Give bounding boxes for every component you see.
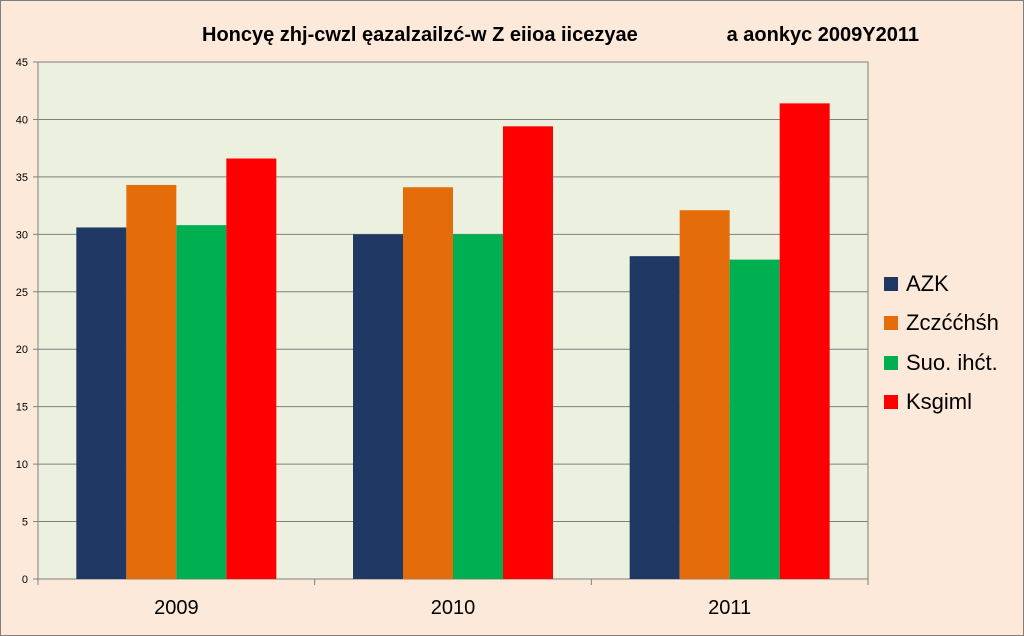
bar-2011-3 (729, 259, 780, 579)
y-tick-label: 20 (16, 344, 28, 356)
y-tick-label: 45 (16, 57, 28, 69)
bar-2010-4 (503, 126, 553, 580)
y-tick-label: 30 (16, 229, 28, 241)
chart-title: Honcyę zhj-cwzl ęazalzailzć-w Z eiioa ii… (202, 24, 920, 46)
bar-2009-3 (176, 225, 227, 580)
legend-item-4: Ksgiml (884, 383, 999, 423)
legend-swatch (884, 316, 898, 331)
bar-2011-2 (679, 210, 730, 579)
y-tick-label: 10 (16, 459, 28, 471)
legend-label: Ksgiml (906, 389, 973, 415)
y-tick-label: 15 (16, 402, 28, 414)
y-tick-label: 40 (16, 114, 28, 126)
legend-item-3: Suo. ihćt. (884, 343, 999, 383)
x-tick-label: 2010 (431, 597, 476, 619)
legend-swatch (884, 355, 898, 370)
bar-2010-1 (353, 234, 403, 580)
legend-swatch (884, 276, 898, 291)
legend-swatch (884, 395, 898, 410)
bar-2011-4 (779, 103, 830, 580)
bar-2010-3 (453, 234, 503, 580)
y-tick-label: 35 (16, 172, 28, 184)
bar-2009-2 (126, 184, 177, 580)
legend: AZK Zczććhśh Suo. ihćt. Ksgiml (884, 264, 999, 422)
x-tick-label: 2011 (708, 597, 751, 619)
x-tick-label: 2009 (154, 597, 199, 619)
bar-2009-1 (76, 227, 127, 579)
legend-label: AZK (906, 270, 949, 296)
legend-label: Zczććhśh (906, 310, 999, 336)
bar-2011-1 (629, 256, 680, 579)
legend-label: Suo. ihćt. (906, 349, 998, 375)
legend-item-2: Zczććhśh (884, 304, 999, 344)
y-tick-label: 0 (22, 574, 28, 586)
y-tick-label: 5 (22, 517, 28, 529)
bar-2010-2 (403, 187, 453, 579)
bar-2009-4 (226, 158, 277, 580)
legend-item-azk: AZK (884, 264, 999, 304)
y-tick-label: 25 (16, 287, 28, 299)
